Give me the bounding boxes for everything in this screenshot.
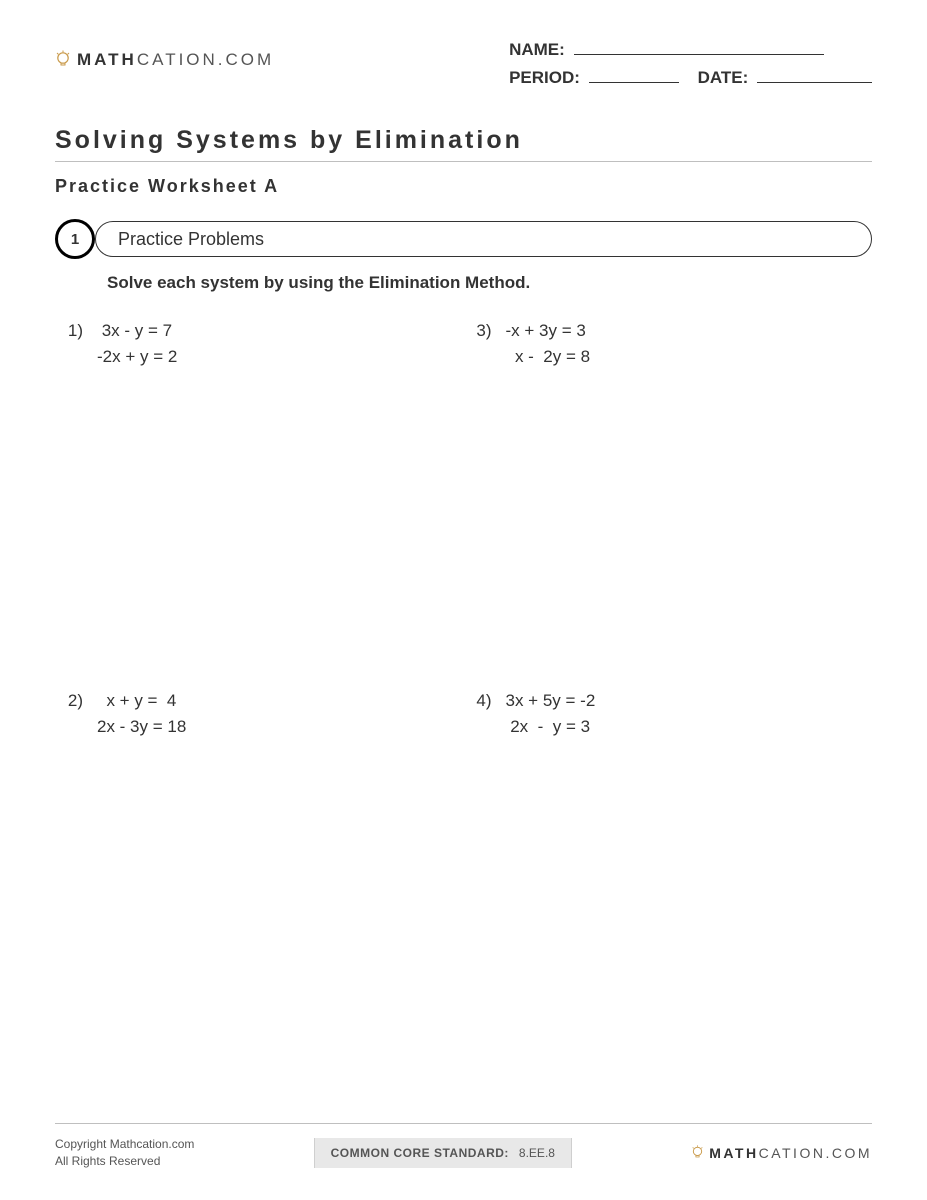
standard-label: COMMON CORE STANDARD:	[331, 1146, 509, 1160]
logo-text: MATHCATION.COM	[77, 50, 274, 70]
footer-copyright: Copyright Mathcation.com All Rights Rese…	[55, 1136, 194, 1170]
problem-number: 3)	[464, 321, 492, 341]
problem-equations: -x + 3y = 3 x - 2y = 8	[506, 321, 591, 373]
logo: MATHCATION.COM	[55, 50, 274, 70]
equation: -2x + y = 2	[97, 347, 177, 367]
footer: Copyright Mathcation.com All Rights Rese…	[55, 1123, 872, 1170]
footer-logo-text: MATHCATION.COM	[709, 1145, 872, 1161]
problem-number: 2)	[55, 691, 83, 711]
name-label: NAME:	[509, 40, 565, 59]
problem-1: 1) 3x - y = 7 -2x + y = 2	[55, 321, 464, 691]
title-rule	[55, 161, 872, 162]
lightbulb-icon	[55, 50, 71, 70]
section-number: 1	[71, 231, 79, 248]
header-row: MATHCATION.COM NAME: PERIOD: DATE:	[55, 40, 872, 96]
worksheet-page: MATHCATION.COM NAME: PERIOD: DATE: Solvi…	[0, 0, 927, 1200]
problems-grid: 1) 3x - y = 7 -2x + y = 2 3) -x + 3y = 3…	[55, 321, 872, 1061]
standard-code: 8.EE.8	[519, 1146, 555, 1160]
worksheet-title: Solving Systems by Elimination	[55, 126, 872, 155]
instructions: Solve each system by using the Eliminati…	[107, 273, 872, 293]
equation: -x + 3y = 3	[506, 321, 591, 341]
student-fields: NAME: PERIOD: DATE:	[509, 40, 872, 96]
problem-equations: 3x + 5y = -2 2x - y = 3	[506, 691, 596, 743]
copyright-line-2: All Rights Reserved	[55, 1153, 194, 1170]
equation: x - 2y = 8	[506, 347, 591, 367]
footer-logo: MATHCATION.COM	[691, 1145, 872, 1161]
equation: 3x + 5y = -2	[506, 691, 596, 711]
footer-standard: COMMON CORE STANDARD: 8.EE.8	[314, 1138, 572, 1168]
lightbulb-icon	[691, 1145, 704, 1161]
section-number-circle: 1	[55, 219, 95, 259]
period-date-row: PERIOD: DATE:	[509, 68, 872, 88]
footer-rule	[55, 1123, 872, 1124]
period-label: PERIOD:	[509, 68, 580, 87]
footer-row: Copyright Mathcation.com All Rights Rese…	[55, 1136, 872, 1170]
worksheet-subtitle: Practice Worksheet A	[55, 176, 872, 197]
equation: 2x - 3y = 18	[97, 717, 186, 737]
logo-math: MATH	[77, 50, 137, 69]
equation: 2x - y = 3	[506, 717, 596, 737]
section-pill: Practice Problems	[95, 221, 872, 257]
problem-equations: 3x - y = 7 -2x + y = 2	[97, 321, 177, 373]
copyright-line-1: Copyright Mathcation.com	[55, 1136, 194, 1153]
problem-number: 4)	[464, 691, 492, 711]
problem-3: 3) -x + 3y = 3 x - 2y = 8	[464, 321, 873, 691]
problem-equations: x + y = 4 2x - 3y = 18	[97, 691, 186, 743]
logo-cation: CATION.COM	[137, 50, 274, 69]
name-blank[interactable]	[574, 41, 824, 55]
logo-math: MATH	[709, 1145, 758, 1161]
section-header: Practice Problems 1	[55, 219, 872, 259]
problem-2: 2) x + y = 4 2x - 3y = 18	[55, 691, 464, 1061]
name-row: NAME:	[509, 40, 872, 60]
date-label: DATE:	[698, 68, 749, 87]
problem-number: 1)	[55, 321, 83, 341]
equation: 3x - y = 7	[97, 321, 177, 341]
equation: x + y = 4	[97, 691, 186, 711]
problem-4: 4) 3x + 5y = -2 2x - y = 3	[464, 691, 873, 1061]
date-blank[interactable]	[757, 69, 872, 83]
logo-cation: CATION.COM	[759, 1145, 872, 1161]
period-blank[interactable]	[589, 69, 679, 83]
section-label: Practice Problems	[118, 229, 264, 250]
